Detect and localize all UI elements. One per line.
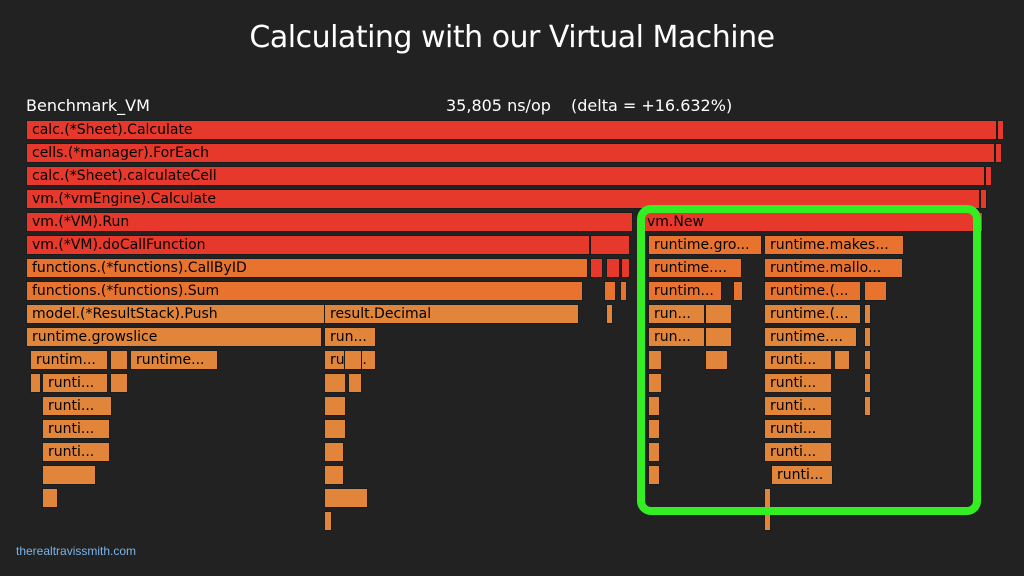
- flame-frame[interactable]: runti...: [764, 419, 832, 439]
- flame-frame[interactable]: run...: [648, 304, 705, 324]
- highlight-box: [637, 205, 981, 515]
- flame-frame[interactable]: vm.(*vmEngine).Calculate: [26, 189, 980, 209]
- flame-frame[interactable]: result.Decimal: [324, 304, 579, 324]
- flame-frame-small[interactable]: [621, 258, 630, 278]
- flame-frame-small[interactable]: [42, 465, 96, 485]
- flame-frame[interactable]: runtime.growslice: [26, 327, 322, 347]
- flame-frame-small[interactable]: [648, 465, 660, 485]
- flame-frame[interactable]: runtime.(...: [764, 281, 861, 301]
- benchmark-name: Benchmark_VM: [26, 96, 150, 115]
- flame-frame[interactable]: runti...: [42, 442, 110, 462]
- flame-frame-small[interactable]: [864, 350, 871, 370]
- flame-frame-small[interactable]: [110, 373, 128, 393]
- flame-frame[interactable]: functions.(*functions).Sum: [26, 281, 583, 301]
- flame-frame-small[interactable]: [648, 396, 660, 416]
- flame-frame-small[interactable]: [606, 258, 620, 278]
- ns-per-op: 35,805 ns/op: [446, 96, 551, 115]
- flame-frame-small[interactable]: [985, 166, 992, 186]
- flame-frame[interactable]: runti...: [764, 396, 832, 416]
- flame-frame[interactable]: functions.(*functions).CallByID: [26, 258, 588, 278]
- flame-frame[interactable]: runti...: [771, 465, 833, 485]
- flame-frame-small[interactable]: [620, 281, 627, 301]
- flame-frame-small[interactable]: [648, 350, 662, 370]
- flame-frame[interactable]: runtim...: [648, 281, 722, 301]
- flame-frame[interactable]: run...: [324, 327, 376, 347]
- flame-frame-small[interactable]: [864, 281, 887, 301]
- flame-frame[interactable]: calc.(*Sheet).Calculate: [26, 120, 997, 140]
- flame-frame[interactable]: runtime....: [764, 327, 857, 347]
- flame-frame-small[interactable]: [864, 327, 871, 347]
- flame-frame-small[interactable]: [648, 373, 662, 393]
- flame-frame[interactable]: runti...: [764, 442, 832, 462]
- flame-frame-small[interactable]: [864, 373, 871, 393]
- flame-frame[interactable]: runti...: [42, 396, 112, 416]
- flame-frame-small[interactable]: [324, 511, 332, 531]
- flame-frame-small[interactable]: [324, 419, 346, 439]
- flame-frame-small[interactable]: [324, 396, 346, 416]
- flame-frame[interactable]: runti...: [764, 350, 832, 370]
- flame-frame[interactable]: runtime.(...: [764, 304, 861, 324]
- flame-frame-small[interactable]: [980, 189, 987, 209]
- flame-frame-small[interactable]: [705, 327, 732, 347]
- flame-frame-small[interactable]: [324, 465, 344, 485]
- flame-frame[interactable]: runti...: [42, 373, 108, 393]
- flame-frame-small[interactable]: [864, 304, 871, 324]
- flame-frame[interactable]: runtime...: [130, 350, 218, 370]
- flame-frame-small[interactable]: [648, 442, 660, 462]
- flame-frame-small[interactable]: [324, 442, 344, 462]
- flame-frame-small[interactable]: [606, 304, 613, 324]
- flame-frame-small[interactable]: [834, 350, 850, 370]
- flame-frame[interactable]: vm.(*VM).Run: [26, 212, 633, 232]
- flame-frame[interactable]: runtime.makes...: [764, 235, 904, 255]
- flame-frame-small[interactable]: [348, 373, 362, 393]
- flame-frame[interactable]: runti...: [42, 419, 110, 439]
- flame-frame-small[interactable]: [110, 350, 128, 370]
- flame-frame[interactable]: runtime....: [648, 258, 742, 278]
- flame-frame-small[interactable]: [648, 419, 660, 439]
- flame-frame-small[interactable]: [864, 396, 871, 416]
- flame-frame-small[interactable]: [344, 350, 362, 370]
- flame-frame-small[interactable]: [42, 488, 58, 508]
- flame-frame-small[interactable]: [324, 488, 368, 508]
- flame-frame[interactable]: cells.(*manager).ForEach: [26, 143, 995, 163]
- flame-frame-small[interactable]: [590, 258, 603, 278]
- flame-frame[interactable]: calc.(*Sheet).calculateCell: [26, 166, 985, 186]
- flame-frame-small[interactable]: [604, 281, 616, 301]
- flame-frame-small[interactable]: [733, 281, 743, 301]
- flame-frame[interactable]: runtime.gro...: [648, 235, 762, 255]
- flame-frame[interactable]: run...: [648, 327, 705, 347]
- slide-title: Calculating with our Virtual Machine: [249, 20, 775, 55]
- flame-frame[interactable]: vm.(*VM).doCallFunction: [26, 235, 590, 255]
- flame-frame-small[interactable]: [995, 143, 1002, 163]
- flame-frame[interactable]: runti...: [764, 373, 832, 393]
- flame-frame-small[interactable]: [590, 235, 630, 255]
- flame-frame-small[interactable]: [997, 120, 1004, 140]
- flame-frame[interactable]: runtim...: [30, 350, 108, 370]
- flame-frame-small[interactable]: [324, 373, 346, 393]
- flame-frame[interactable]: runtime.mallo...: [764, 258, 903, 278]
- flame-frame-small[interactable]: [30, 373, 41, 393]
- footer-credit: therealtravissmith.com: [16, 544, 137, 558]
- flame-frame-small[interactable]: [705, 350, 728, 370]
- flame-frame-small[interactable]: [705, 304, 732, 324]
- delta-percent: (delta = +16.632%): [571, 96, 733, 115]
